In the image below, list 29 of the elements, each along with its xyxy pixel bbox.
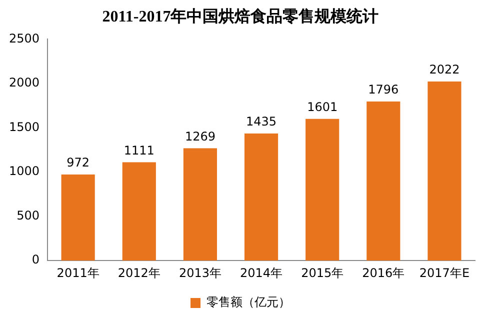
x-tick-label: 2011年 bbox=[56, 266, 100, 280]
data-label: 1269 bbox=[184, 129, 216, 144]
y-tick-label: 1500 bbox=[8, 120, 40, 134]
bar bbox=[183, 148, 217, 261]
y-tick-label: 0 bbox=[32, 252, 40, 267]
bar bbox=[61, 174, 95, 261]
data-label: 972 bbox=[66, 156, 90, 170]
bar bbox=[122, 162, 156, 261]
x-tick-label: 2017年E bbox=[419, 266, 470, 280]
data-label: 1111 bbox=[124, 143, 154, 158]
x-tick-label: 2016年 bbox=[362, 266, 405, 280]
x-tick-label: 2014年 bbox=[240, 266, 283, 280]
y-tick-label: 2000 bbox=[8, 76, 40, 90]
chart-title: 2011-2017年中国烘焙食品零售规模统计 bbox=[102, 8, 379, 26]
data-label: 1435 bbox=[246, 114, 277, 129]
y-tick-label: 500 bbox=[16, 208, 40, 222]
bar bbox=[244, 134, 278, 261]
data-label: 1601 bbox=[307, 100, 338, 114]
data-label: 1796 bbox=[368, 82, 399, 97]
x-tick-label: 2015年 bbox=[301, 266, 344, 280]
bar bbox=[428, 82, 462, 261]
y-tick-label: 1000 bbox=[8, 164, 40, 178]
data-label: 2022 bbox=[429, 62, 460, 77]
bar bbox=[306, 118, 340, 261]
bar bbox=[366, 102, 400, 261]
legend-label: 零售额（亿元） bbox=[206, 295, 290, 310]
x-tick-label: 2013年 bbox=[178, 266, 222, 280]
x-tick-label: 2012年 bbox=[118, 266, 160, 280]
y-tick-label: 2500 bbox=[8, 31, 40, 46]
